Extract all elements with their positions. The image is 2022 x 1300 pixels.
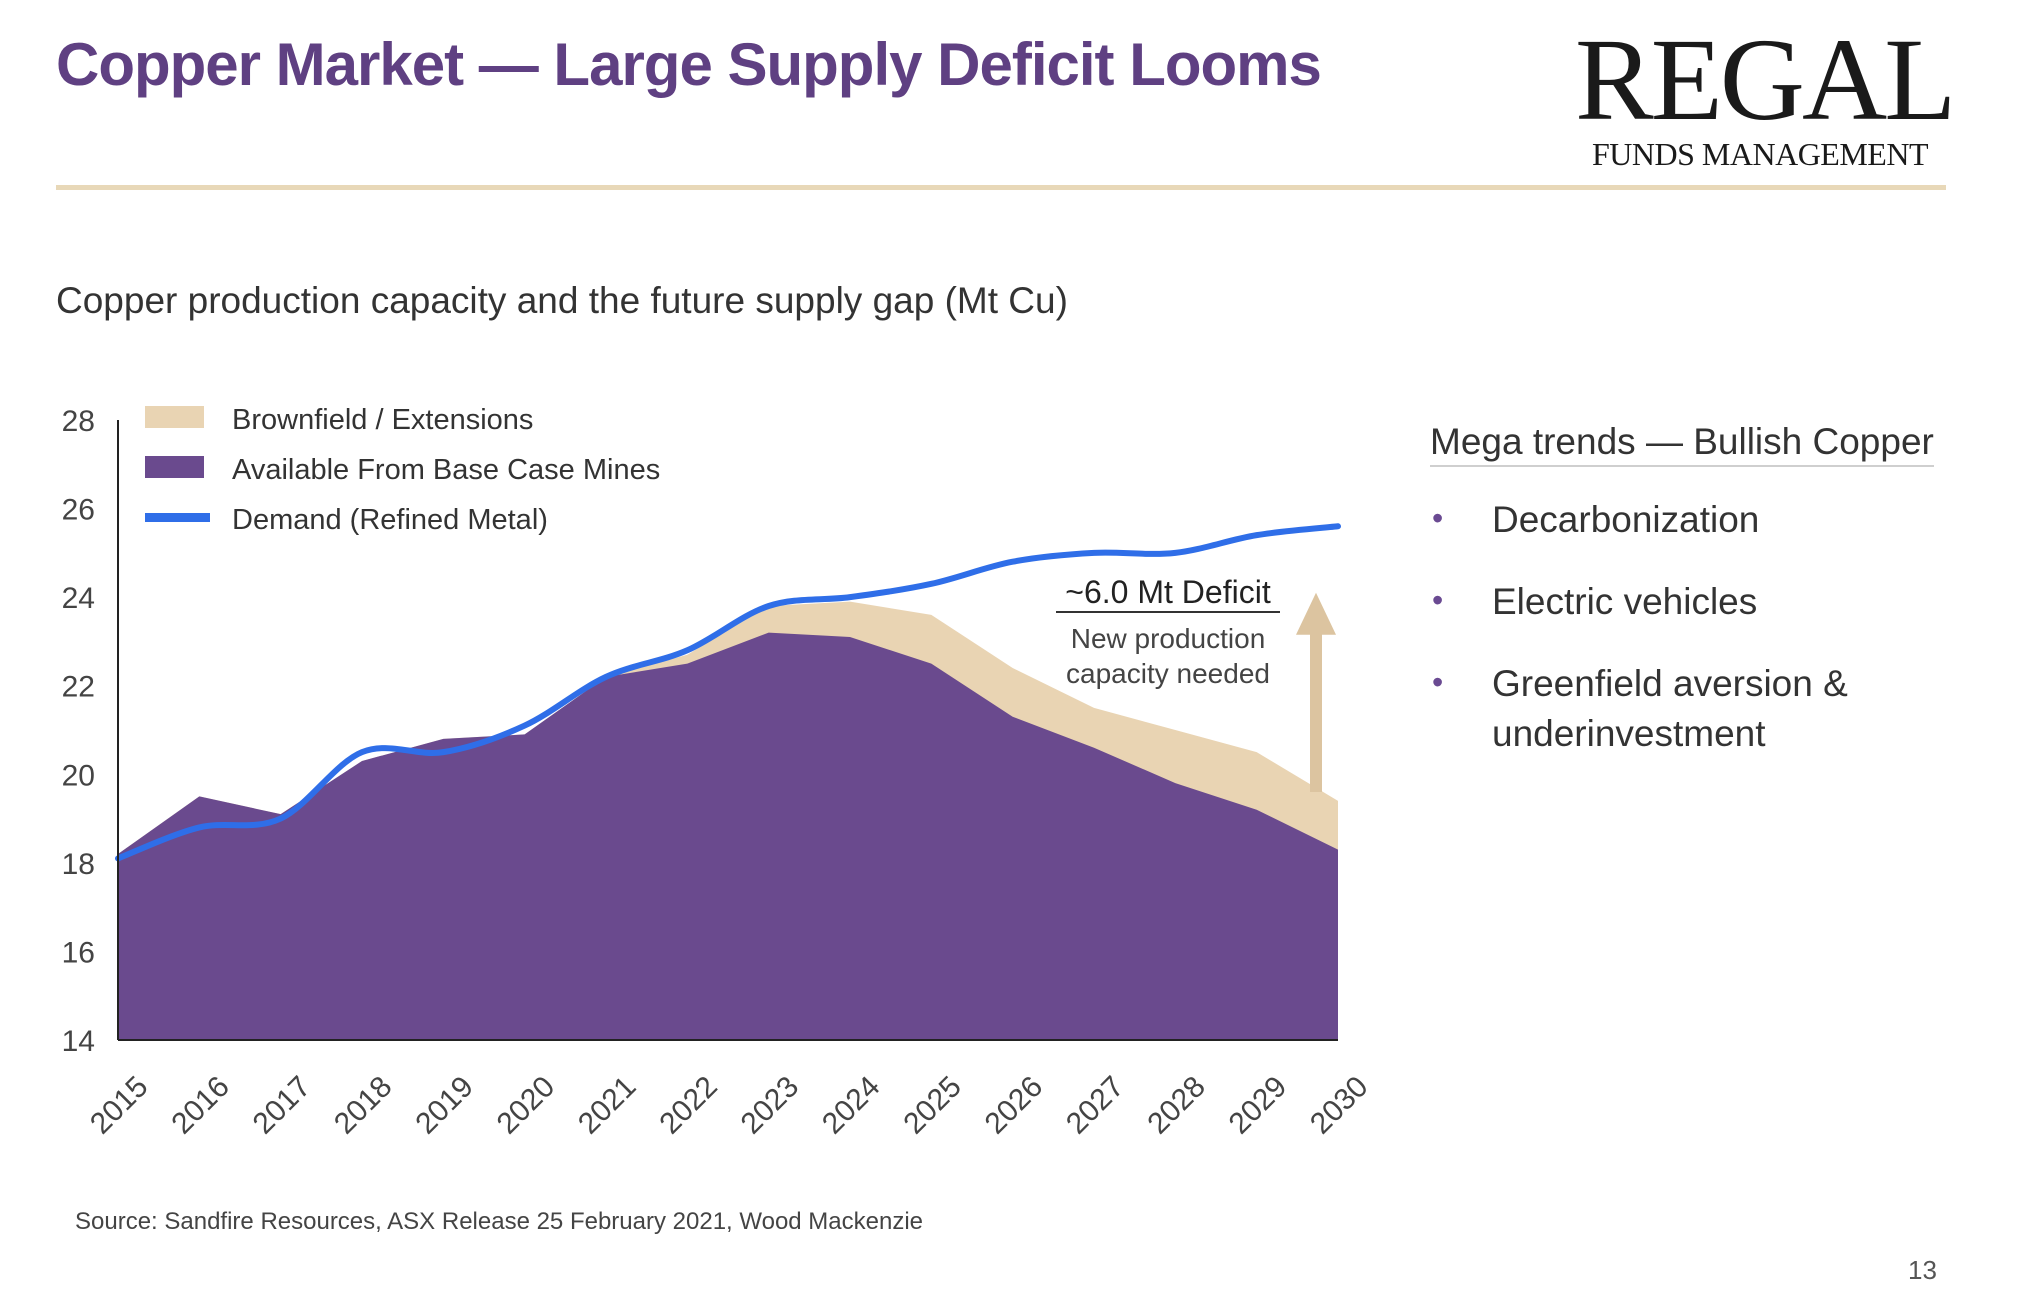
bullet-icon: • <box>1432 664 1444 700</box>
logo-wordmark: REGAL <box>1575 14 1956 145</box>
legend-label: Brownfield / Extensions <box>232 404 533 436</box>
y-tick-label: 16 <box>62 936 95 969</box>
y-tick-label: 20 <box>62 759 95 792</box>
deficit-arrow-head <box>1296 592 1336 635</box>
trend-item: • Greenfield aversion & underinvestment <box>1430 659 1950 759</box>
series-base-case-area <box>118 632 1338 1040</box>
y-tick-label: 18 <box>62 848 95 881</box>
legend-label: Demand (Refined Metal) <box>232 504 548 536</box>
y-tick-label: 22 <box>62 671 95 704</box>
x-tick-label: 2030 <box>1304 1070 1375 1141</box>
legend-swatch-area <box>145 456 204 478</box>
x-tick-label: 2021 <box>572 1070 643 1141</box>
trends-list: • Decarbonization • Electric vehicles • Gre… <box>1430 495 1950 791</box>
trend-label: Greenfield aversion & underinvestment <box>1492 663 1848 754</box>
trend-item: • Electric vehicles <box>1430 577 1950 627</box>
title-divider <box>56 185 1946 190</box>
trend-label: Decarbonization <box>1492 499 1760 540</box>
x-tick-label: 2027 <box>1060 1070 1131 1141</box>
x-tick-label: 2024 <box>816 1070 887 1141</box>
deficit-arrow-shaft <box>1310 632 1322 792</box>
x-tick-label: 2028 <box>1141 1070 1212 1141</box>
x-tick-label: 2018 <box>328 1070 399 1141</box>
y-tick-label: 28 <box>62 405 95 438</box>
deficit-label: ~6.0 Mt Deficit <box>1065 574 1271 610</box>
trends-title: Mega trends — Bullish Copper <box>1430 421 1934 467</box>
bullet-icon: • <box>1432 500 1444 536</box>
x-tick-label: 2017 <box>247 1070 318 1141</box>
legend-swatch-line <box>145 513 210 522</box>
chart-title: Copper production capacity and the futur… <box>56 280 1068 321</box>
x-tick-label: 2025 <box>897 1070 968 1141</box>
logo-subtitle: FUNDS MANAGEMENT <box>1591 136 1929 172</box>
y-tick-label: 24 <box>62 582 95 615</box>
y-tick-label: 14 <box>62 1025 95 1058</box>
x-tick-label: 2016 <box>165 1070 236 1141</box>
x-tick-label: 2029 <box>1223 1070 1294 1141</box>
source-note: Source: Sandfire Resources, ASX Release … <box>75 1208 924 1235</box>
x-tick-label: 2022 <box>653 1070 724 1141</box>
page-title: Copper Market — Large Supply Deficit Loo… <box>56 31 1322 98</box>
y-tick-label: 26 <box>62 494 95 527</box>
legend-swatch-area <box>145 406 204 428</box>
x-tick-label: 2020 <box>491 1070 562 1141</box>
x-tick-label: 2019 <box>409 1070 480 1141</box>
x-tick-label: 2015 <box>84 1070 155 1141</box>
x-tick-label: 2023 <box>735 1070 806 1141</box>
deficit-note-line1: New production <box>1071 623 1266 654</box>
trend-label: Electric vehicles <box>1492 581 1758 622</box>
series-demand-line <box>115 523 1341 862</box>
page-number: 13 <box>1908 1255 1937 1285</box>
trend-item: • Decarbonization <box>1430 495 1950 545</box>
bullet-icon: • <box>1432 582 1444 618</box>
deficit-note-line2: capacity needed <box>1066 658 1270 689</box>
x-tick-label: 2026 <box>979 1070 1050 1141</box>
legend-label: Available From Base Case Mines <box>232 454 660 486</box>
logo: REGAL FUNDS MANAGEMENT <box>1575 14 1956 172</box>
